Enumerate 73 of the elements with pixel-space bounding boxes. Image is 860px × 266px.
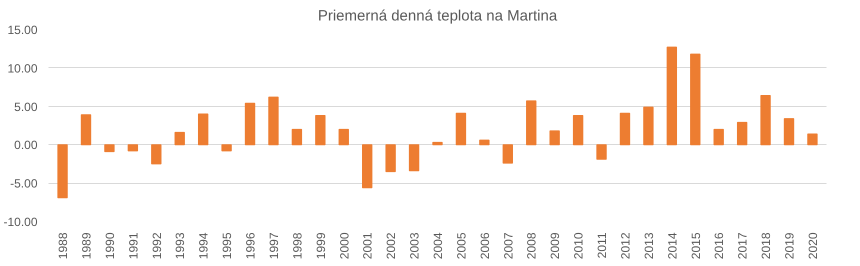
bar (80, 114, 92, 146)
bar (549, 130, 560, 146)
bar (338, 128, 349, 146)
x-tick-label: 2010 (572, 232, 586, 260)
x-tick-label: 2001 (360, 232, 375, 260)
bar (104, 144, 115, 152)
bar (408, 144, 420, 172)
bar (572, 115, 584, 146)
bar (385, 144, 396, 172)
x-tick-label: 1991 (126, 232, 140, 260)
bar (736, 122, 748, 146)
x-tick-label: 2013 (642, 232, 656, 260)
x-tick-label: 2017 (736, 232, 750, 260)
bar (221, 144, 232, 152)
bar (315, 115, 326, 146)
bar (174, 132, 185, 146)
x-tick-label: 1990 (102, 232, 117, 260)
x-tick-label: 1993 (173, 232, 188, 260)
y-tick-label: 0.00 (14, 138, 38, 152)
bar (714, 128, 724, 146)
bar (244, 102, 256, 146)
x-tick-label: 1995 (220, 232, 234, 260)
x-tick-label: 2020 (806, 232, 820, 260)
bar (57, 144, 68, 198)
y-tick-label: 15.00 (7, 23, 38, 37)
bar (502, 144, 513, 164)
bar (526, 100, 536, 146)
x-tick-label: 2019 (782, 232, 797, 260)
bar (666, 46, 678, 146)
x-tick-label: 2004 (431, 232, 445, 260)
x-tick-label: 2016 (712, 232, 726, 260)
x-tick-label: 1988 (56, 232, 70, 260)
x-tick-label: 2002 (384, 232, 398, 260)
x-tick-label: 2008 (524, 232, 539, 260)
x-tick-label: 2009 (548, 232, 562, 260)
x-tick-label: 1999 (314, 232, 328, 260)
x-tick-label: 2014 (665, 232, 680, 260)
bar (690, 54, 700, 146)
x-tick-label: 2018 (759, 232, 774, 260)
x-tick-label: 1994 (196, 232, 211, 260)
y-tick-label: -10.00 (3, 215, 38, 229)
bar (784, 118, 794, 146)
bar (128, 144, 138, 152)
bar (479, 140, 490, 146)
bar (432, 142, 443, 146)
x-tick-label: 2005 (454, 232, 468, 260)
x-tick-label: 2011 (595, 232, 610, 258)
bar (596, 144, 607, 160)
x-tick-label: 1996 (244, 232, 258, 260)
bar (760, 95, 771, 146)
x-tick-label: 1997 (266, 232, 281, 260)
x-tick-label: 2015 (688, 232, 703, 260)
bar (643, 106, 654, 146)
bar (456, 112, 466, 146)
x-tick-label: 2006 (478, 232, 492, 260)
bar (807, 133, 818, 146)
x-tick-label: 1992 (150, 232, 164, 260)
x-tick-label: 2007 (501, 232, 516, 260)
x-tick-label: 2012 (618, 232, 632, 260)
x-tick-label: 1989 (79, 232, 94, 260)
bar (198, 113, 208, 146)
chart-title: Priemerná denná teplota na Martina (318, 8, 558, 24)
y-tick-label: 5.00 (14, 100, 38, 114)
x-tick-label: 2003 (408, 232, 422, 260)
bar (292, 128, 302, 146)
x-tick-label: 2000 (337, 232, 352, 260)
y-tick-label: -5.00 (10, 176, 38, 191)
bar (151, 144, 162, 164)
bar (268, 96, 279, 146)
x-tick-label: 1998 (290, 232, 304, 260)
y-tick-label: 10.00 (7, 61, 38, 76)
bar (362, 144, 372, 188)
bar (620, 112, 630, 146)
